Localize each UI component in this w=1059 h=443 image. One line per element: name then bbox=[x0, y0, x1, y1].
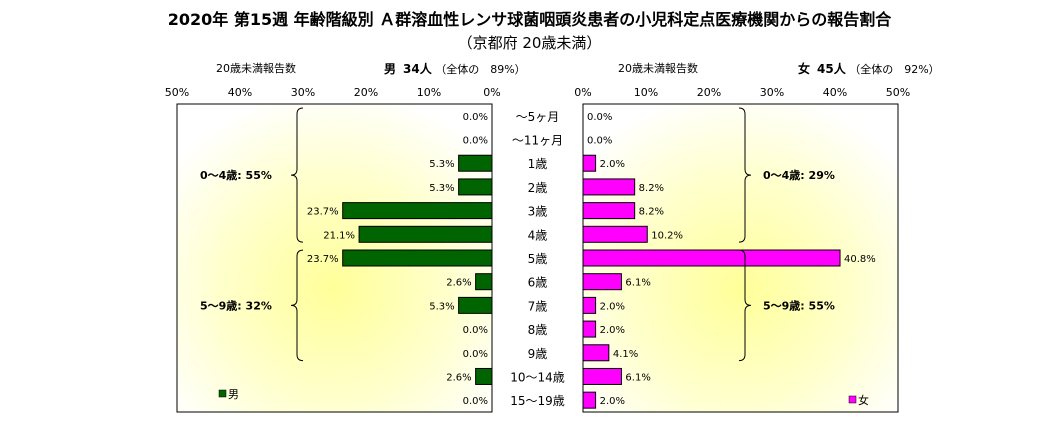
female-bar bbox=[582, 249, 841, 267]
female-count-block: 女 45人 （全体の 92%） bbox=[798, 60, 940, 77]
male-count-label: 20歳未満報告数 bbox=[216, 62, 296, 75]
male-data-label: 0.0% bbox=[463, 325, 488, 336]
male-brace-0-4 bbox=[290, 107, 304, 243]
male-x-tick-label: 30% bbox=[291, 86, 315, 99]
male-data-label: 2.6% bbox=[446, 372, 471, 383]
female-x-tick-label: 20% bbox=[697, 86, 721, 99]
category-label: 2歳 bbox=[528, 181, 548, 195]
male-data-label: 0.0% bbox=[463, 112, 488, 123]
male-bar bbox=[358, 225, 493, 243]
female-x-tick-label: 50% bbox=[886, 86, 910, 99]
category-label: 10～14歳 bbox=[510, 370, 565, 384]
female-data-label: 2.0% bbox=[600, 301, 625, 312]
category-label: 3歳 bbox=[528, 205, 548, 219]
female-data-label: 8.2% bbox=[639, 207, 664, 218]
male-bar bbox=[475, 367, 493, 385]
category-label: 6歳 bbox=[528, 276, 548, 290]
male-data-label: 5.3% bbox=[429, 183, 454, 194]
male-x-tick-label: 40% bbox=[228, 86, 252, 99]
female-bar bbox=[582, 296, 597, 314]
male-share-text: （全体の 89%） bbox=[435, 63, 526, 76]
male-legend-swatch bbox=[218, 389, 227, 398]
male-x-tick-label: 10% bbox=[417, 86, 441, 99]
male-bar bbox=[342, 249, 493, 267]
female-sex-label: 女 bbox=[798, 62, 811, 76]
category-label: 7歳 bbox=[528, 299, 548, 313]
female-share-text: （全体の 92%） bbox=[849, 63, 940, 76]
female-count-value: 45人 bbox=[817, 62, 846, 76]
category-label: 5歳 bbox=[528, 252, 548, 266]
category-label: 4歳 bbox=[528, 228, 548, 242]
male-data-label: 2.6% bbox=[446, 278, 471, 289]
male-data-label: 0.0% bbox=[463, 396, 488, 407]
male-data-label: 21.1% bbox=[323, 230, 355, 241]
chart-subtitle: （京都府 20歳未満） bbox=[457, 34, 602, 52]
male-legend-label: 男 bbox=[228, 388, 239, 401]
category-label: ～11ヶ月 bbox=[512, 134, 563, 148]
female-data-label: 2.0% bbox=[600, 325, 625, 336]
female-bar bbox=[582, 225, 648, 243]
female-x-tick-label: 0% bbox=[574, 86, 591, 99]
male-sex-label: 男 bbox=[384, 62, 397, 76]
female-legend-label: 女 bbox=[858, 393, 869, 407]
male-data-label: 5.3% bbox=[429, 159, 454, 170]
female-data-label: 2.0% bbox=[600, 396, 625, 407]
category-label: ～5ヶ月 bbox=[516, 110, 560, 124]
female-data-label: 10.2% bbox=[651, 230, 683, 241]
category-label: 8歳 bbox=[528, 323, 548, 337]
category-label: 9歳 bbox=[528, 347, 548, 361]
female-annotation-0-4: 0～4歳: 29% bbox=[763, 168, 835, 182]
female-bar bbox=[582, 202, 636, 220]
male-data-label: 0.0% bbox=[463, 136, 488, 147]
female-brace-0-4 bbox=[738, 107, 752, 243]
male-bar bbox=[475, 273, 493, 291]
male-annotation-5-9: 5～9歳: 32% bbox=[200, 298, 272, 312]
male-bar bbox=[458, 296, 493, 314]
male-data-label: 23.7% bbox=[307, 207, 339, 218]
female-bar bbox=[582, 178, 636, 196]
male-x-tick-label: 50% bbox=[165, 86, 189, 99]
female-x-tick-label: 10% bbox=[634, 86, 658, 99]
male-bar bbox=[458, 178, 493, 196]
female-bar bbox=[582, 344, 610, 362]
male-data-label: 0.0% bbox=[463, 349, 488, 360]
male-data-label: 23.7% bbox=[307, 254, 339, 265]
female-bar bbox=[582, 273, 622, 291]
female-data-label: 40.8% bbox=[844, 254, 876, 265]
female-data-label: 6.1% bbox=[625, 278, 650, 289]
male-bar bbox=[342, 202, 493, 220]
chart-title: 2020年 第15週 年齢階級別 Ａ群溶血性レンサ球菌咽頭炎患者の小児科定点医療… bbox=[167, 10, 892, 29]
category-label: 1歳 bbox=[528, 157, 548, 171]
female-data-label: 0.0% bbox=[587, 136, 612, 147]
female-data-label: 2.0% bbox=[600, 159, 625, 170]
female-data-label: 4.1% bbox=[613, 349, 638, 360]
male-x-tick-label: 0% bbox=[483, 86, 500, 99]
female-annotation-5-9: 5～9歳: 55% bbox=[763, 298, 835, 312]
female-bar bbox=[582, 391, 597, 409]
female-brace-5-9 bbox=[738, 249, 752, 362]
female-x-tick-label: 40% bbox=[823, 86, 847, 99]
female-count-label: 20歳未満報告数 bbox=[618, 62, 698, 75]
male-bar bbox=[458, 154, 493, 172]
male-brace-5-9 bbox=[290, 249, 304, 362]
female-bar bbox=[582, 320, 597, 338]
female-legend-swatch bbox=[848, 395, 857, 404]
male-count-value: 34人 bbox=[403, 62, 432, 76]
female-bar bbox=[582, 154, 597, 172]
female-x-tick-label: 30% bbox=[760, 86, 784, 99]
female-data-label: 8.2% bbox=[639, 183, 664, 194]
category-label: 15～19歳 bbox=[510, 394, 565, 408]
male-data-label: 5.3% bbox=[429, 301, 454, 312]
female-data-label: 6.1% bbox=[625, 372, 650, 383]
female-data-label: 0.0% bbox=[587, 112, 612, 123]
male-count-block: 男 34人 （全体の 89%） bbox=[384, 60, 526, 77]
male-annotation-0-4: 0～4歳: 55% bbox=[200, 168, 272, 182]
female-bar bbox=[582, 367, 622, 385]
male-x-tick-label: 20% bbox=[354, 86, 378, 99]
